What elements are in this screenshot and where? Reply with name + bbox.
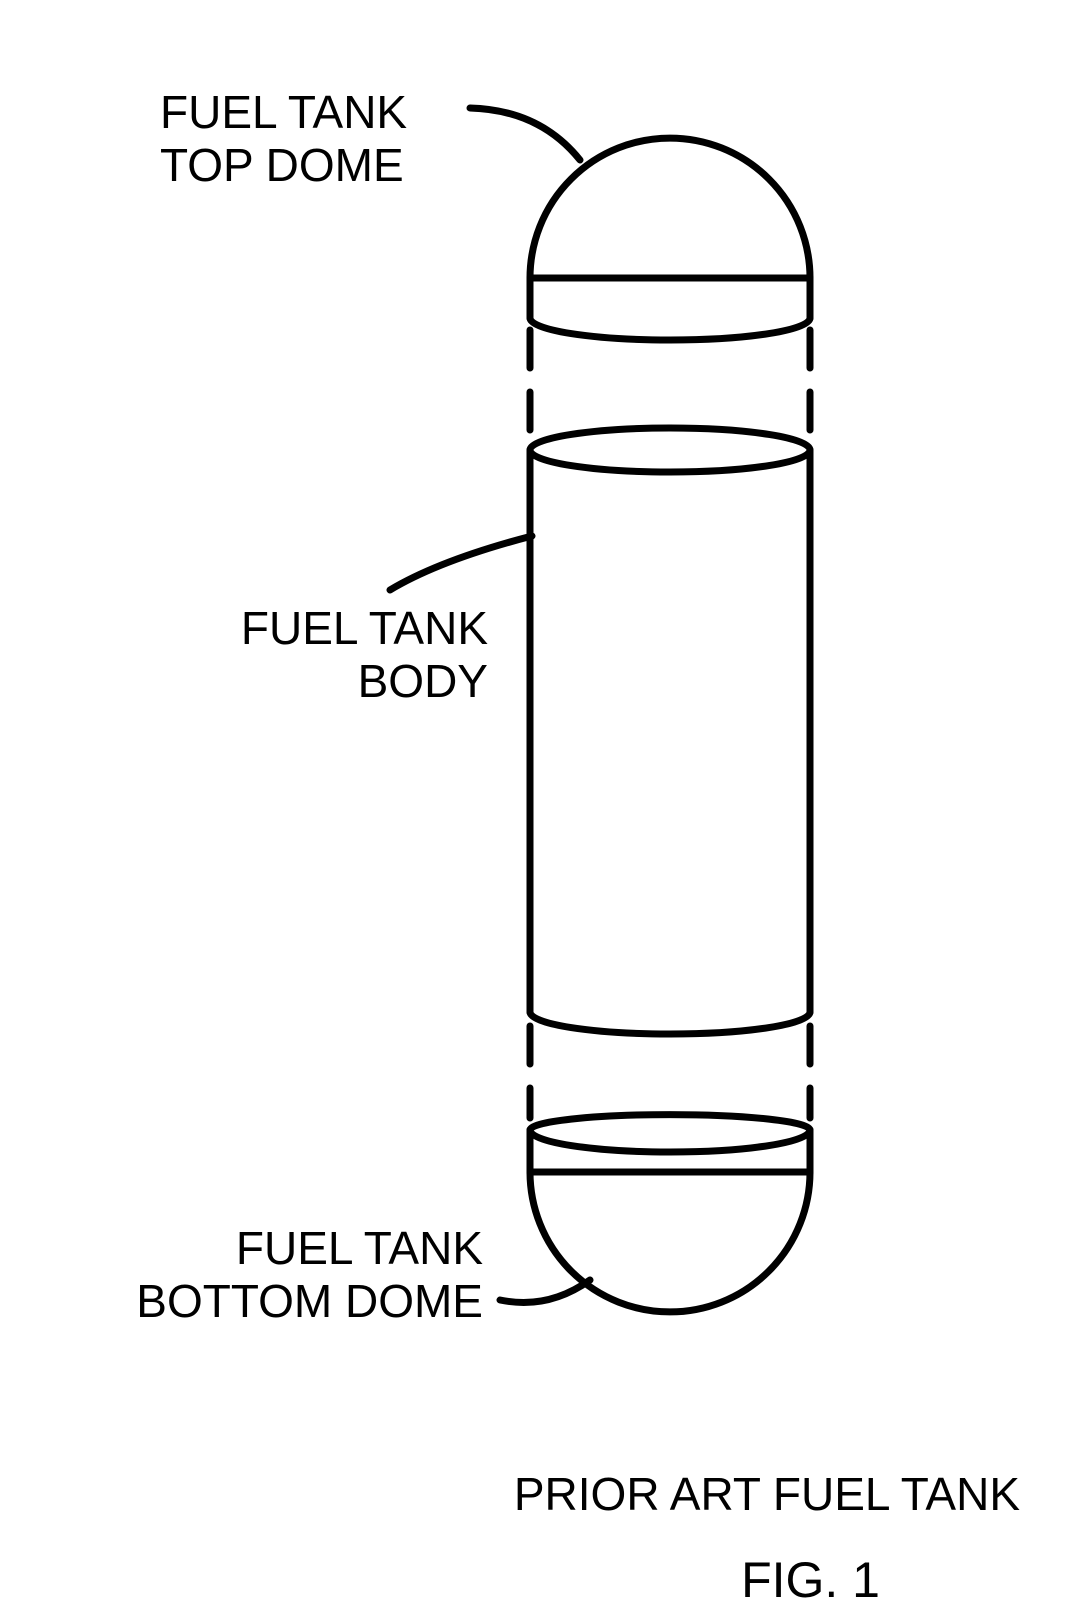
diagram-stage: FUEL TANK TOP DOME FUEL TANK BODY FUEL T… (0, 0, 1072, 1619)
leader-bottom-dome (500, 1280, 590, 1303)
fuel-tank-diagram (0, 0, 1072, 1619)
leader-top-dome (470, 108, 580, 160)
leader-body (390, 536, 532, 590)
